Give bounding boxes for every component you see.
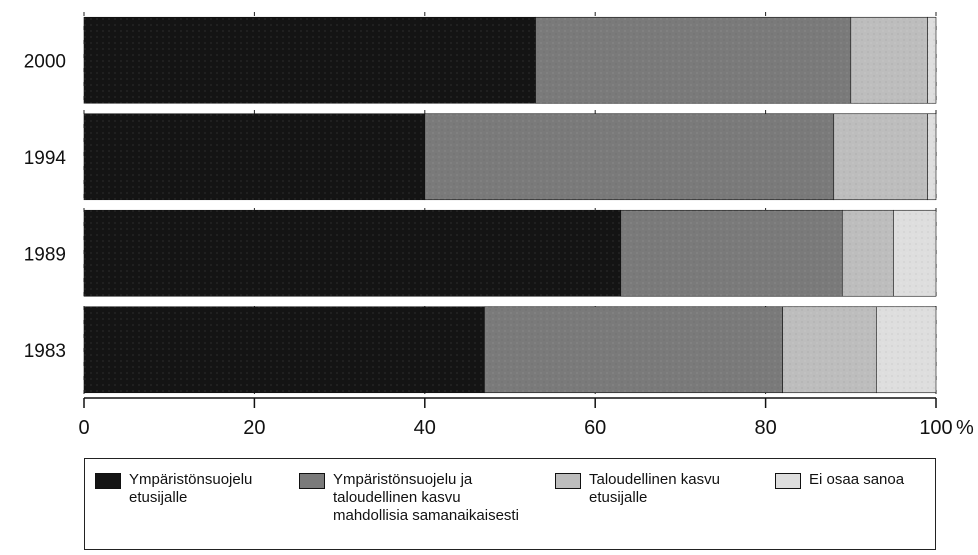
- bar-texture-1989-1: [84, 210, 621, 297]
- bar-texture-1983-1: [84, 306, 485, 393]
- bar-texture-1983-2: [484, 306, 783, 393]
- bar-texture-2000-2: [535, 17, 851, 104]
- bar-texture-2000-3: [850, 17, 928, 104]
- bar-texture-1994-3: [833, 113, 928, 200]
- category-label-1989: 1989: [24, 244, 66, 265]
- bar-texture-1983-3: [782, 306, 877, 393]
- category-label-1994: 1994: [24, 148, 67, 169]
- category-label-1983: 1983: [24, 341, 66, 362]
- bar-texture-1994-1: [84, 113, 425, 200]
- x-tick-label-20: 20: [243, 417, 265, 439]
- x-tick-label-80: 80: [754, 417, 776, 439]
- bar-texture-2000-1: [84, 17, 536, 104]
- bars: [83, 16, 937, 394]
- legend-label-3: Taloudellinen kasvu etusijalle: [589, 471, 720, 506]
- legend-swatch-1: [95, 473, 121, 489]
- x-tick-label-0: 0: [78, 417, 89, 439]
- axes: 2000 1994 1989 1983 0 20 40 60 80 100%: [24, 51, 974, 439]
- x-tick-label-100: 100: [919, 417, 952, 439]
- legend-label-2: Ympäristönsuojelu ja taloudellinen kasvu…: [333, 471, 519, 524]
- bar-texture-1989-2: [620, 210, 843, 297]
- legend-swatch-2: [299, 473, 325, 489]
- bar-texture-1994-2: [424, 113, 834, 200]
- bar-texture-1989-3: [842, 210, 894, 297]
- bar-texture-1989-4: [893, 210, 936, 297]
- x-tick-label-60: 60: [584, 417, 606, 439]
- bar-texture-1983-4: [876, 306, 936, 393]
- legend-item-4: Ei osaa sanoa: [775, 471, 904, 489]
- legend-swatch-4: [775, 473, 801, 489]
- legend: Ympäristönsuojelu etusijalle Ympäristöns…: [84, 458, 936, 550]
- legend-item-2: Ympäristönsuojelu ja taloudellinen kasvu…: [299, 471, 519, 525]
- legend-item-1: Ympäristönsuojelu etusijalle: [95, 471, 252, 507]
- category-label-2000: 2000: [24, 51, 66, 72]
- x-unit-label: %: [956, 417, 974, 439]
- legend-label-4: Ei osaa sanoa: [809, 471, 905, 488]
- legend-item-3: Taloudellinen kasvu etusijalle: [555, 471, 720, 507]
- legend-swatch-3: [555, 473, 581, 489]
- bar-texture-1994-4: [927, 113, 936, 200]
- legend-label-1: Ympäristönsuojelu etusijalle: [129, 471, 253, 506]
- bar-texture-2000-4: [927, 17, 936, 104]
- x-tick-label-40: 40: [414, 417, 436, 439]
